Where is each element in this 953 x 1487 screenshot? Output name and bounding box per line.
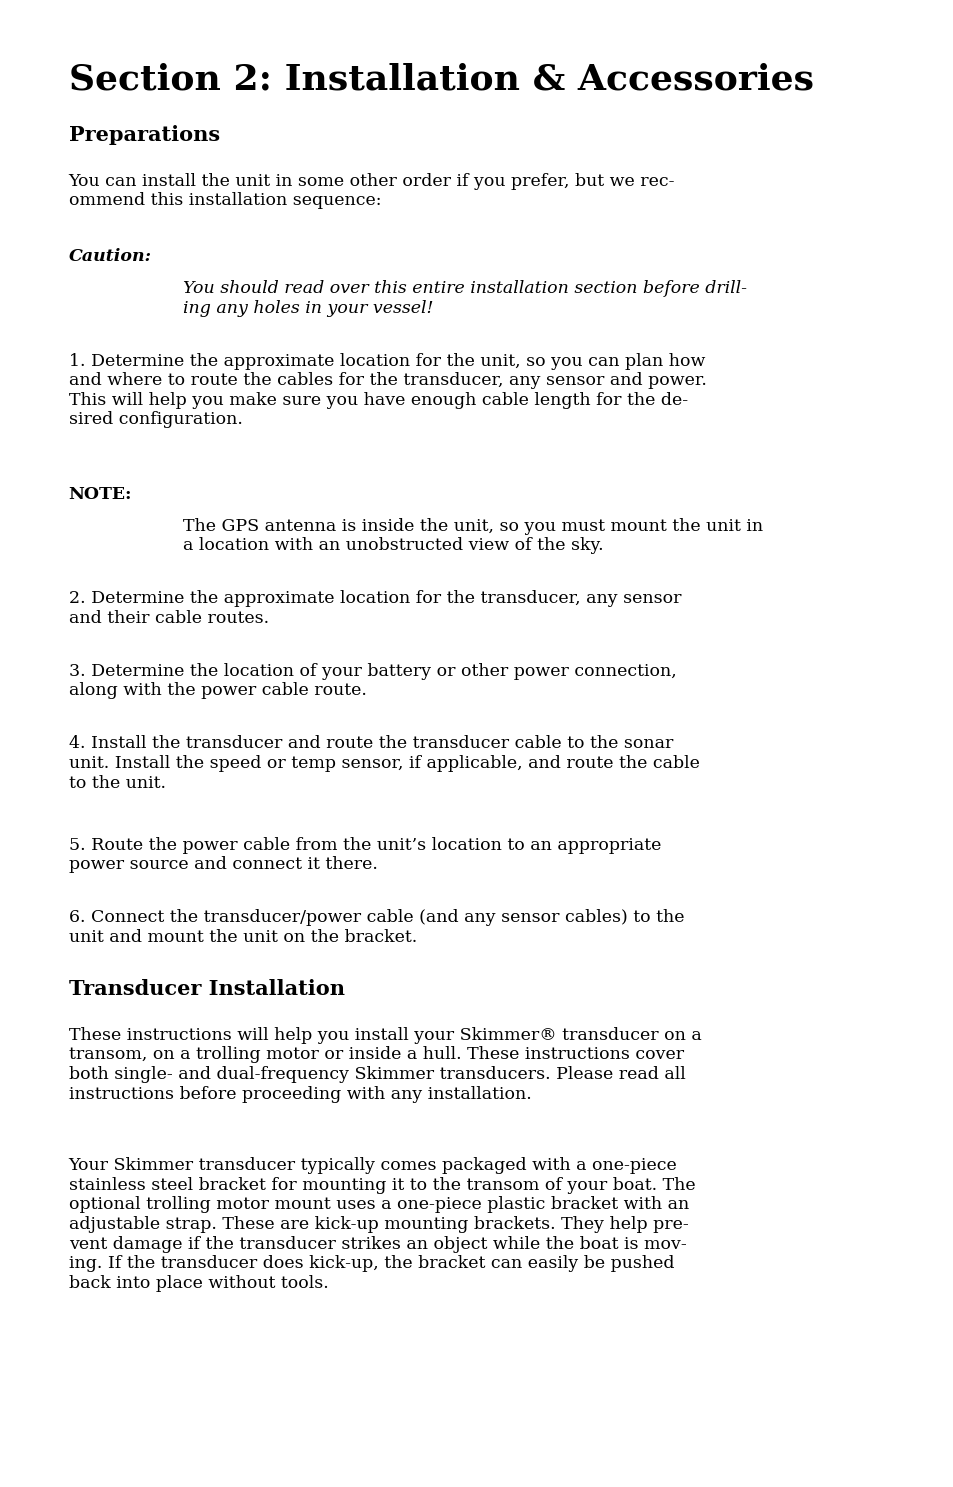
- Text: The GPS antenna is inside the unit, so you must mount the unit in
a location wit: The GPS antenna is inside the unit, so y…: [183, 517, 762, 555]
- Text: 3. Determine the location of your battery or other power connection,
along with : 3. Determine the location of your batter…: [69, 663, 676, 699]
- Text: You can install the unit in some other order if you prefer, but we rec-
ommend t: You can install the unit in some other o…: [69, 172, 675, 210]
- Text: 4. Install the transducer and route the transducer cable to the sonar
unit. Inst: 4. Install the transducer and route the …: [69, 736, 699, 791]
- Text: NOTE:: NOTE:: [69, 486, 132, 503]
- Text: 6. Connect the transducer/power cable (and any sensor cables) to the
unit and mo: 6. Connect the transducer/power cable (a…: [69, 910, 683, 946]
- Text: 2. Determine the approximate location for the transducer, any sensor
and their c: 2. Determine the approximate location fo…: [69, 590, 680, 628]
- Text: Caution:: Caution:: [69, 248, 152, 265]
- Text: You should read over this entire installation section before drill-
ing any hole: You should read over this entire install…: [183, 280, 746, 317]
- Text: These instructions will help you install your Skimmer® transducer on a
transom, : These instructions will help you install…: [69, 1028, 700, 1102]
- Text: 5. Route the power cable from the unit’s location to an appropriate
power source: 5. Route the power cable from the unit’s…: [69, 837, 660, 873]
- Text: Transducer Installation: Transducer Installation: [69, 978, 344, 999]
- Text: Your Skimmer transducer typically comes packaged with a one-piece
stainless stee: Your Skimmer transducer typically comes …: [69, 1157, 695, 1292]
- Text: 1. Determine the approximate location for the unit, so you can plan how
and wher: 1. Determine the approximate location fo…: [69, 352, 706, 428]
- Text: Preparations: Preparations: [69, 125, 219, 144]
- Text: Section 2: Installation & Accessories: Section 2: Installation & Accessories: [69, 62, 813, 97]
